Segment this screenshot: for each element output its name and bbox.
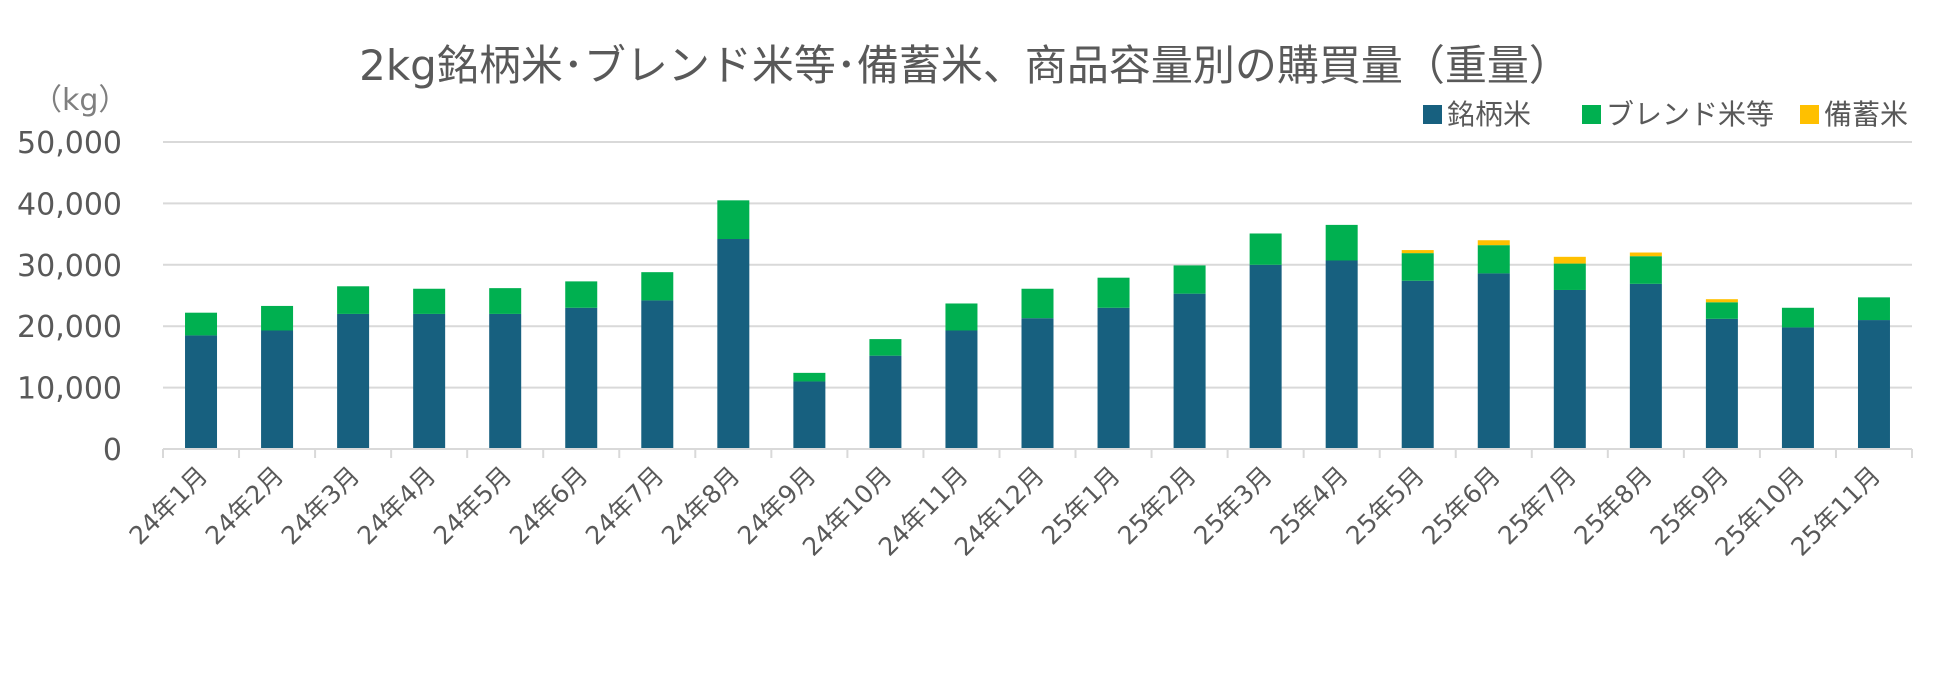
y-tick-label: 50,000 xyxy=(17,126,122,161)
bar-segment-series-1 xyxy=(1021,288,1054,319)
bar-segment-series-1 xyxy=(1097,277,1130,308)
legend-label: ブレンド米等 xyxy=(1606,98,1774,131)
y-tick-label: 0 xyxy=(103,433,122,468)
bar-segment-series-1 xyxy=(1857,297,1890,321)
bar-segment-series-1 xyxy=(565,281,598,308)
bar-segment-series-2 xyxy=(1553,256,1586,264)
y-tick-label: 30,000 xyxy=(17,249,122,284)
chart-title: 2kg銘柄米･ブレンド米等･備蓄米、商品容量別の購買量（重量） xyxy=(359,41,1571,90)
y-tick-label: 20,000 xyxy=(17,310,122,345)
bar-segment-series-1 xyxy=(641,272,674,301)
bar-segment-series-0 xyxy=(261,330,294,449)
bar-segment-series-0 xyxy=(413,313,446,449)
bar-segment-series-0 xyxy=(1857,320,1890,449)
bar-segment-series-1 xyxy=(1781,307,1814,328)
legend-swatch xyxy=(1582,105,1601,124)
x-axis-tick-marks xyxy=(162,449,1913,458)
x-tick-label: 24年4月 xyxy=(352,461,442,551)
x-tick-label: 24年3月 xyxy=(276,461,366,551)
x-tick-label: 25年5月 xyxy=(1340,461,1430,551)
bar-segment-series-1 xyxy=(413,288,446,314)
bar-segment-series-0 xyxy=(1249,264,1282,449)
bar-segment-series-0 xyxy=(869,355,902,449)
x-tick-label: 24年8月 xyxy=(656,461,746,551)
x-tick-label: 24年5月 xyxy=(428,461,518,551)
bar-segment-series-1 xyxy=(185,312,218,336)
bar-segment-series-0 xyxy=(185,335,218,449)
legend: 銘柄米 ブレンド米等 備蓄米 xyxy=(1423,98,1908,131)
bar-segment-series-2 xyxy=(1401,250,1434,254)
gridlines xyxy=(163,141,1912,389)
bar-segment-series-0 xyxy=(337,313,370,449)
bar-segment-series-0 xyxy=(641,300,674,449)
bar-segment-series-1 xyxy=(261,305,294,331)
bar-segment-series-1 xyxy=(1553,263,1586,290)
bar-segment-series-1 xyxy=(1401,253,1434,281)
bar-segment-series-0 xyxy=(1553,289,1586,449)
x-axis-tick-labels: 24年1月24年2月24年3月24年4月24年5月24年6月24年7月24年8月… xyxy=(124,461,1887,562)
x-tick-label: 25年7月 xyxy=(1492,461,1582,551)
x-tick-label: 24年1月 xyxy=(124,461,214,551)
x-tick-label: 24年7月 xyxy=(580,461,670,551)
bar-segment-series-1 xyxy=(1705,302,1738,319)
bar-segment-series-0 xyxy=(565,307,598,449)
bar-segment-series-1 xyxy=(717,200,750,240)
bar-segment-series-1 xyxy=(793,372,826,382)
bar-segment-series-1 xyxy=(1325,224,1358,261)
x-tick-label: 25年4月 xyxy=(1264,461,1354,551)
x-tick-label: 25年2月 xyxy=(1112,461,1202,551)
x-tick-label: 25年8月 xyxy=(1568,461,1658,551)
bar-segment-series-0 xyxy=(1401,280,1434,449)
legend-label: 銘柄米 xyxy=(1447,98,1531,131)
bar-segment-series-0 xyxy=(489,313,522,449)
legend-swatch xyxy=(1800,105,1819,124)
x-tick-label: 25年3月 xyxy=(1188,461,1278,551)
bar-segment-series-1 xyxy=(489,288,522,314)
bar-segment-series-1 xyxy=(1629,256,1662,284)
bar-segment-series-0 xyxy=(1629,283,1662,449)
bar-segment-series-2 xyxy=(1629,252,1662,257)
bar-segment-series-0 xyxy=(1705,318,1738,449)
bar-segment-series-1 xyxy=(1173,265,1206,294)
bar-segment-series-0 xyxy=(1477,273,1510,449)
bars xyxy=(185,200,1890,449)
y-tick-label: 10,000 xyxy=(17,372,122,407)
bar-segment-series-0 xyxy=(945,330,978,449)
bar-segment-series-1 xyxy=(945,303,978,331)
bar-segment-series-0 xyxy=(1325,260,1358,449)
y-axis-tick-labels: 0 10,000 20,000 30,000 40,000 50,000 xyxy=(17,126,122,468)
legend-label: 備蓄米 xyxy=(1824,98,1908,131)
x-tick-label: 25年6月 xyxy=(1416,461,1506,551)
bar-segment-series-0 xyxy=(1021,318,1054,449)
bar-segment-series-2 xyxy=(1705,299,1738,303)
bar-segment-series-0 xyxy=(1781,327,1814,449)
y-tick-label: 40,000 xyxy=(17,187,122,222)
bar-segment-series-1 xyxy=(1249,233,1282,265)
bar-segment-series-1 xyxy=(337,286,370,314)
bar-segment-series-0 xyxy=(1173,293,1206,449)
bar-segment-series-2 xyxy=(1477,240,1510,246)
bar-segment-series-1 xyxy=(869,339,902,356)
bar-segment-series-1 xyxy=(1477,245,1510,274)
x-tick-label: 25年1月 xyxy=(1036,461,1126,551)
x-tick-label: 24年2月 xyxy=(200,461,290,551)
x-tick-label: 24年6月 xyxy=(504,461,594,551)
bar-segment-series-0 xyxy=(717,239,750,449)
y-axis-unit: （kg） xyxy=(32,83,128,118)
bar-segment-series-0 xyxy=(793,381,826,449)
bar-segment-series-0 xyxy=(1097,307,1130,449)
legend-swatch xyxy=(1423,105,1442,124)
